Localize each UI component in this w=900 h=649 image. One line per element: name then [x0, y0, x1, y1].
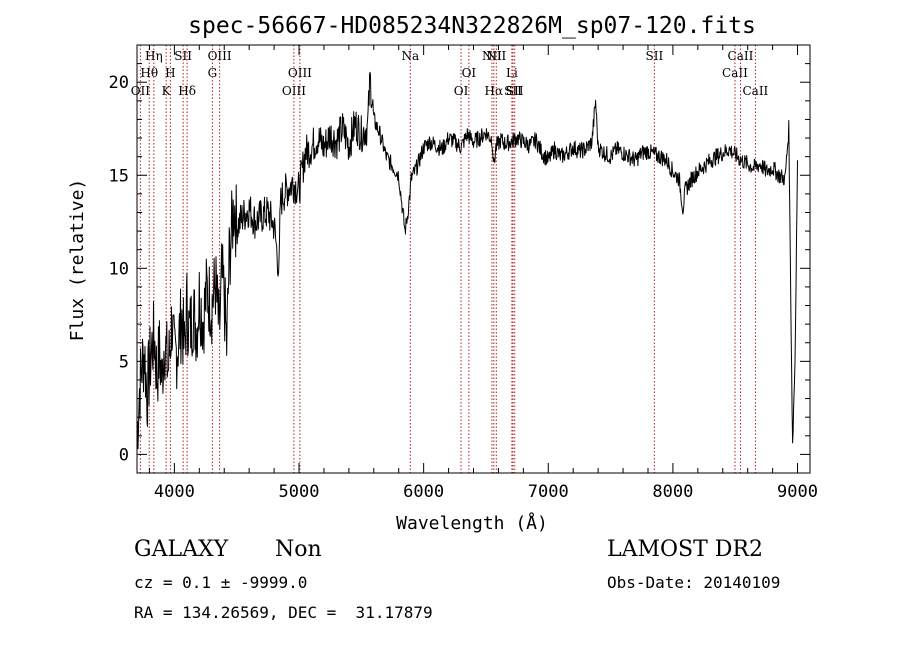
feature-label: Na [401, 49, 419, 63]
redshift-text: cz = 0.1 ± -9999.0 [134, 573, 308, 592]
class-label: GALAXY [134, 537, 229, 562]
feature-label: NII [486, 49, 506, 63]
x-tick-label: 9000 [777, 482, 818, 502]
feature-label: SII [645, 49, 663, 63]
feature-label: Hη [145, 49, 163, 63]
survey-label: LAMOST DR2 [607, 537, 763, 562]
feature-label: OI [462, 66, 477, 80]
feature-label: CaII [728, 49, 754, 63]
feature-label: OI [454, 84, 469, 98]
y-axis-label: Flux (relative) [67, 179, 88, 342]
feature-label: CaII [742, 84, 768, 98]
x-axis-label: Wavelength (Å) [396, 512, 548, 534]
x-tick-label: 4000 [154, 482, 195, 502]
x-tick-label: 7000 [528, 482, 569, 502]
feature-label: H [165, 66, 175, 80]
obs-date-text: Obs-Date: 20140109 [607, 573, 781, 592]
coordinates-text: RA = 134.26569, DEC = 31.17879 [134, 603, 433, 622]
x-tick-label: 5000 [279, 482, 320, 502]
feature-label: G [208, 66, 218, 80]
feature-label: NII [482, 49, 502, 63]
feature-label: SII [174, 49, 192, 63]
feature-label: Hδ [178, 84, 196, 98]
feature-label: CaII [722, 66, 748, 80]
feature-label: OIII [208, 49, 232, 63]
y-tick-label: 10 [109, 259, 129, 279]
feature-label: SII [506, 84, 524, 98]
feature-label: SII [504, 84, 522, 98]
y-tick-label: 0 [119, 445, 129, 465]
feature-label: Hα [485, 84, 504, 98]
feature-label: OIII [288, 66, 312, 80]
y-tick-label: 5 [119, 352, 129, 372]
subclass-label: Non [275, 537, 322, 562]
spectrum-line [136, 71, 798, 450]
feature-label: Li [506, 66, 518, 80]
feature-label: Hθ [140, 66, 158, 80]
axes-frame [136, 44, 811, 474]
x-tick-label: 8000 [652, 482, 693, 502]
x-tick-label: 6000 [403, 482, 444, 502]
y-tick-label: 15 [109, 166, 129, 186]
chart-title: spec-56667-HD085234N322826M_sp07-120.fit… [188, 13, 756, 39]
feature-label: OII [131, 84, 151, 98]
y-tick-label: 20 [109, 73, 129, 93]
feature-label: K [162, 84, 172, 98]
feature-label: OIII [282, 84, 306, 98]
